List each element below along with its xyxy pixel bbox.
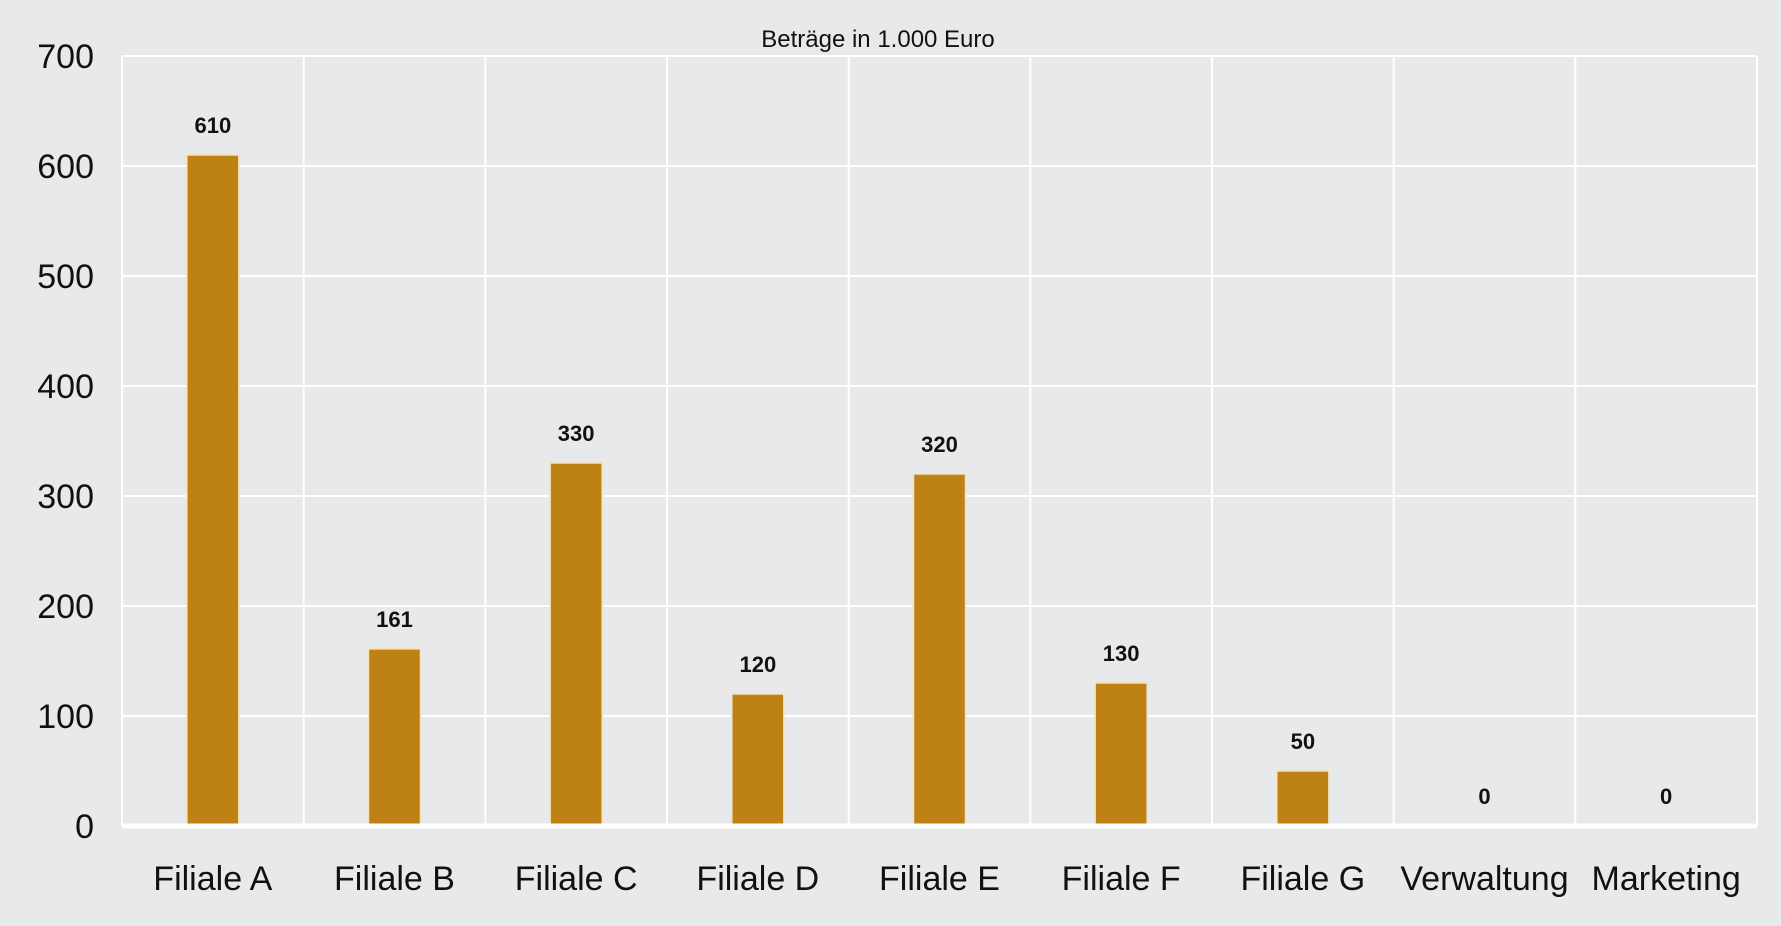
data-label: 130 xyxy=(1103,641,1140,666)
bar xyxy=(1094,682,1148,827)
y-tick-label: 600 xyxy=(37,148,94,186)
bar xyxy=(367,648,422,827)
y-tick-label: 700 xyxy=(37,38,94,76)
x-tick-label: Filiale B xyxy=(334,860,455,898)
x-tick-label: Filiale F xyxy=(1062,860,1181,898)
x-tick-label: Filiale E xyxy=(879,860,1000,898)
y-tick-label: 400 xyxy=(37,368,94,406)
y-tick-label: 500 xyxy=(37,258,94,296)
x-tick-label: Verwaltung xyxy=(1400,860,1568,898)
y-tick-label: 200 xyxy=(37,588,94,626)
label-layer: 610 161 330 120 320 130 50 0 0 xyxy=(194,113,1672,809)
bar xyxy=(186,154,240,827)
x-tick-label: Filiale C xyxy=(515,860,638,898)
data-label: 161 xyxy=(376,607,413,632)
data-label: 50 xyxy=(1291,729,1315,754)
x-tick-label: Filiale A xyxy=(153,860,272,898)
bar xyxy=(912,473,967,827)
bar xyxy=(731,693,785,827)
y-tick-label: 300 xyxy=(37,478,94,516)
bar xyxy=(1276,770,1330,827)
data-label: 0 xyxy=(1478,784,1490,809)
y-tick-label: 0 xyxy=(75,808,94,846)
bar-layer xyxy=(186,154,1330,827)
data-label: 610 xyxy=(194,113,231,138)
x-tick-label: Filiale G xyxy=(1240,860,1365,898)
y-tick-label: 100 xyxy=(37,698,94,736)
bar xyxy=(549,462,603,827)
data-label: 0 xyxy=(1660,784,1672,809)
data-label: 330 xyxy=(558,421,595,446)
data-label: 320 xyxy=(921,432,958,457)
chart-title: Beträge in 1.000 Euro xyxy=(761,26,995,53)
data-label: 120 xyxy=(739,652,776,677)
x-tick-label: Filiale D xyxy=(696,860,819,898)
x-tick-label: Marketing xyxy=(1592,860,1741,898)
grid-layer xyxy=(121,55,1758,826)
